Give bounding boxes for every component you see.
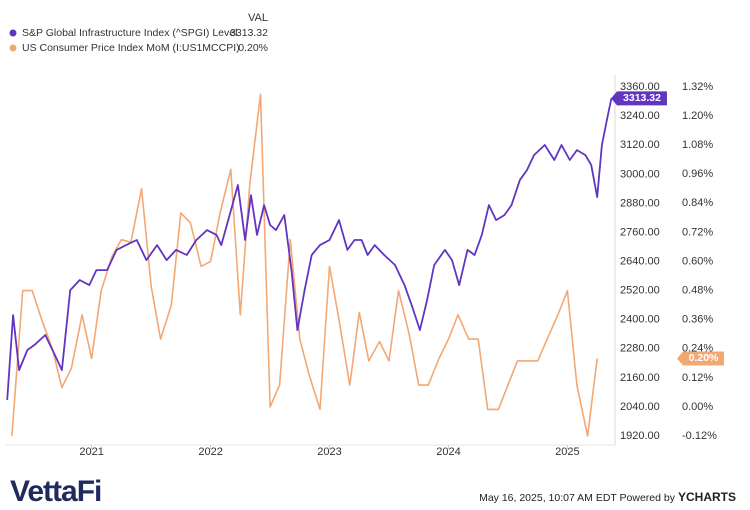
y2-tick-label: 1.08% xyxy=(682,139,713,151)
x-tick-label: 2025 xyxy=(555,446,579,458)
series-line xyxy=(6,98,613,400)
y-tick-label: 2400.00 xyxy=(620,314,660,326)
y-tick-label: 2760.00 xyxy=(620,226,660,238)
end-tag xyxy=(677,351,724,366)
series-line xyxy=(11,93,598,437)
y2-tick-label: 1.20% xyxy=(682,110,713,122)
y-tick-label: 3120.00 xyxy=(620,139,660,151)
y2-tick-label: -0.12% xyxy=(682,430,717,442)
legend-value: 3313.32 xyxy=(230,27,268,39)
x-tick-label: 2023 xyxy=(317,446,341,458)
x-tick-label: 2024 xyxy=(436,446,460,458)
y2-tick-label: 0.96% xyxy=(682,168,713,180)
x-tick-label: 2021 xyxy=(79,446,103,458)
legend-header: VAL xyxy=(248,12,268,24)
end-tag xyxy=(611,91,667,106)
y2-tick-label: 0.84% xyxy=(682,197,713,209)
legend-value: 0.20% xyxy=(238,42,268,54)
end-tag-label: 3313.32 xyxy=(623,92,661,104)
y-tick-label: 2160.00 xyxy=(620,372,660,384)
y2-tick-label: 0.12% xyxy=(682,372,713,384)
legend-label: S&P Global Infrastructure Index (^SPGI) … xyxy=(22,27,237,39)
legend-label: US Consumer Price Index MoM (I:US1MCCPI) xyxy=(22,42,240,54)
y-tick-label: 3240.00 xyxy=(620,110,660,122)
provider-logo: YCHARTS xyxy=(678,490,736,504)
y-tick-label: 2640.00 xyxy=(620,255,660,267)
y2-tick-label: 0.60% xyxy=(682,255,713,267)
y-tick-label: 1920.00 xyxy=(620,430,660,442)
y2-tick-label: 0.36% xyxy=(682,314,713,326)
y-tick-label: 3360.00 xyxy=(620,81,660,93)
y2-tick-label: 0.48% xyxy=(682,285,713,297)
y-tick-label: 2280.00 xyxy=(620,343,660,355)
y2-tick-label: 0.00% xyxy=(682,401,713,413)
y-tick-label: 3000.00 xyxy=(620,168,660,180)
y-tick-label: 2040.00 xyxy=(620,401,660,413)
brand-logo: VettaFi xyxy=(10,475,101,508)
y-tick-label: 2520.00 xyxy=(620,285,660,297)
y-tick-label: 2880.00 xyxy=(620,197,660,209)
legend-marker xyxy=(9,44,17,52)
end-tag-label: 0.20% xyxy=(689,352,719,364)
legend-marker xyxy=(9,29,17,37)
y2-tick-label: 0.72% xyxy=(682,226,713,238)
x-tick-label: 2022 xyxy=(198,446,222,458)
y2-tick-label: 1.32% xyxy=(682,81,713,93)
timestamp: May 16, 2025, 10:07 AM EDT Powered by xyxy=(479,492,676,504)
